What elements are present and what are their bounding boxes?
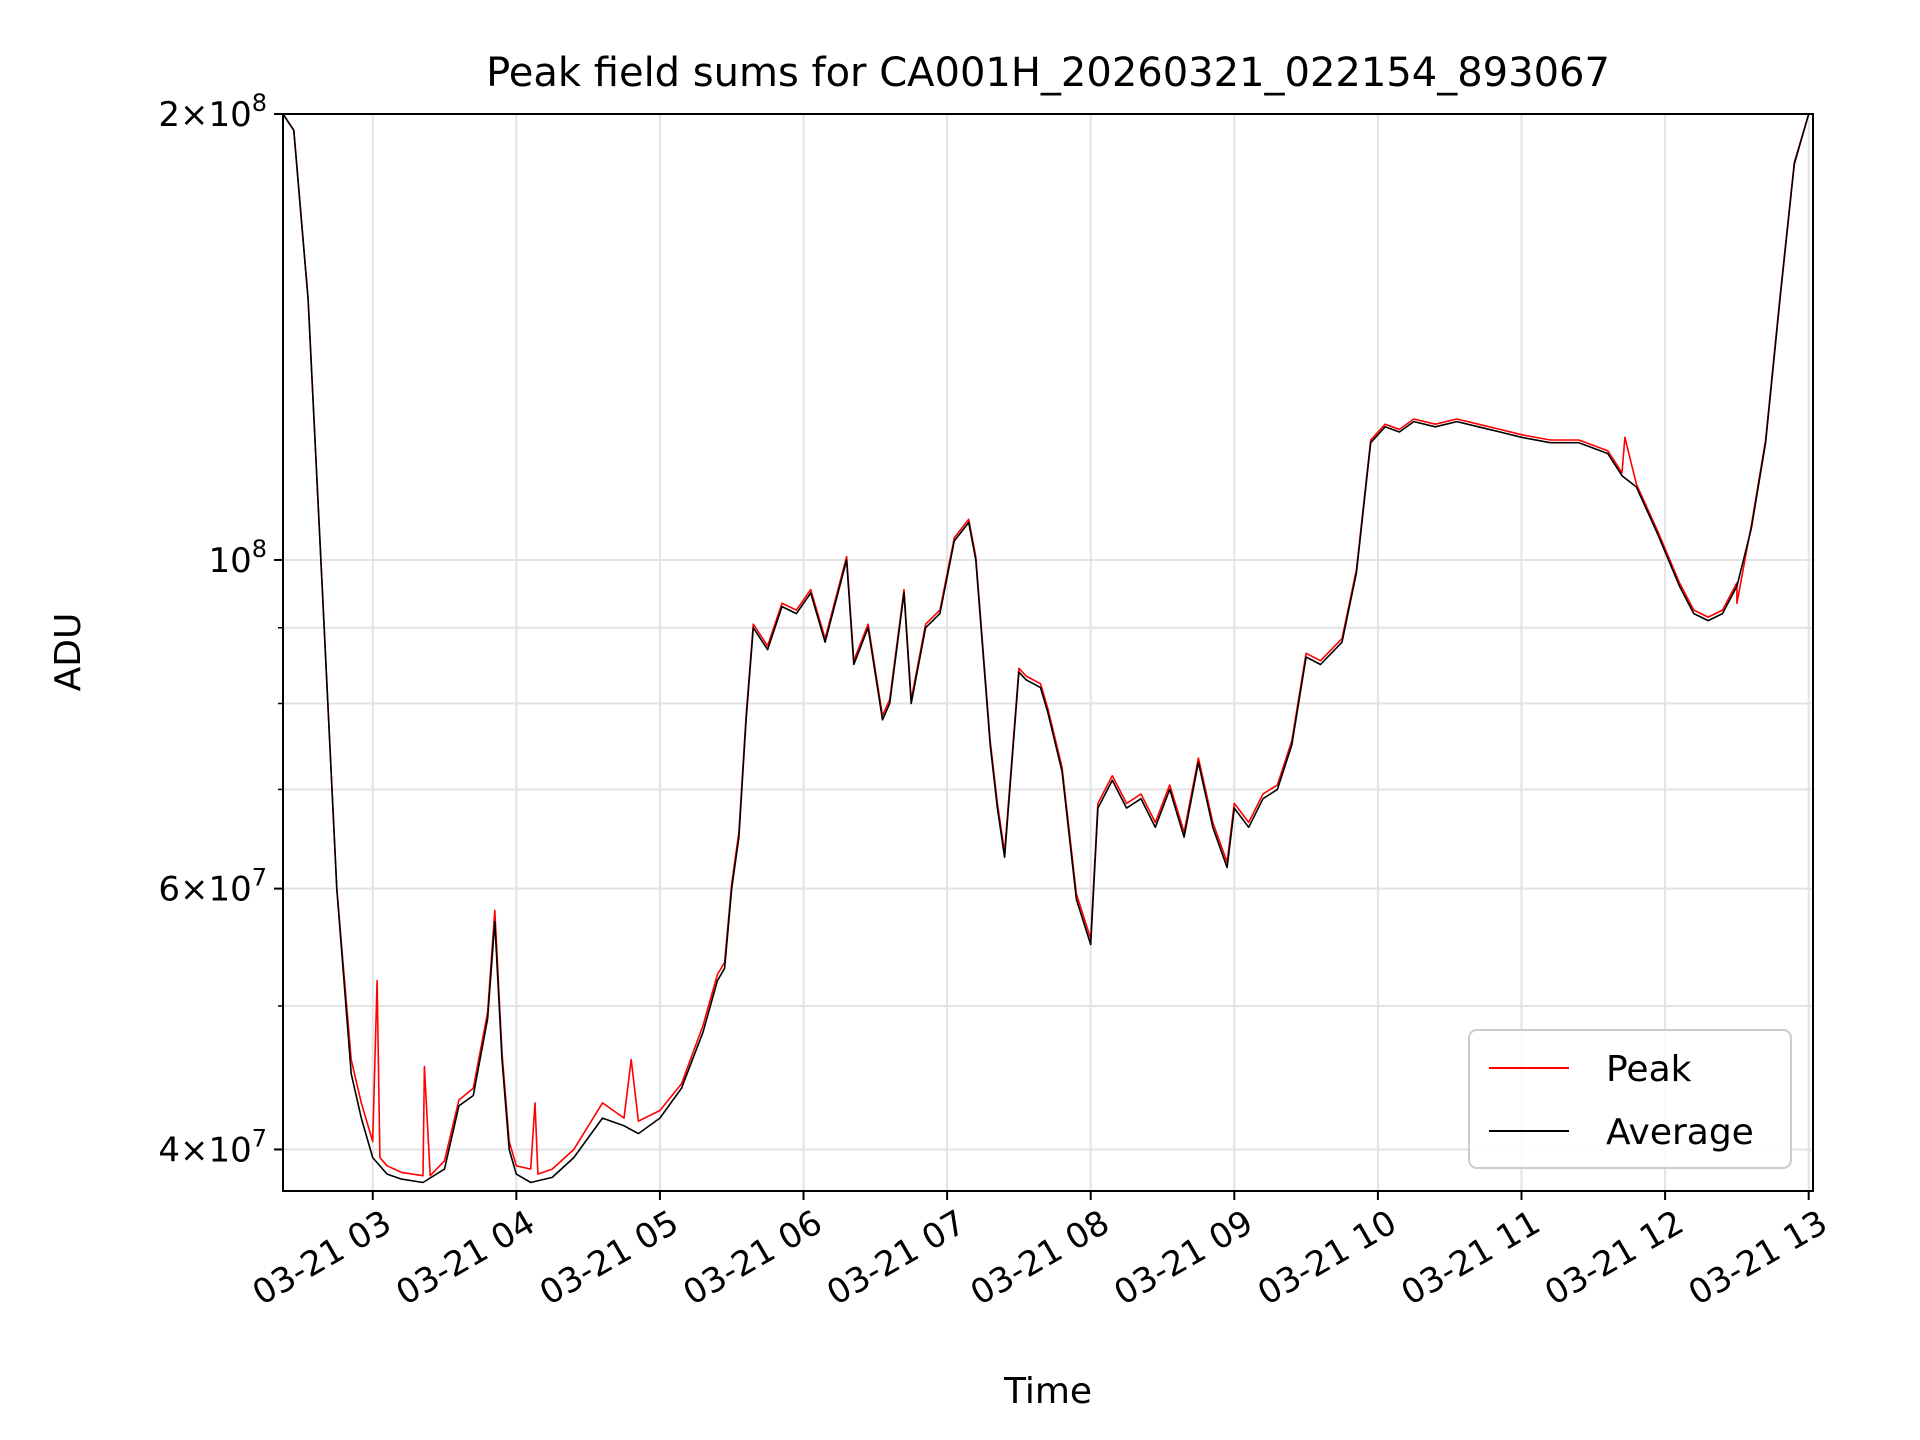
legend-box: [1468, 1029, 1792, 1169]
y-axis-label: ADU: [48, 613, 89, 692]
y-tick-label: 2×108: [158, 89, 267, 135]
y-tick-label: 4×107: [158, 1124, 267, 1170]
y-tick-label: 108: [208, 535, 267, 581]
grid: [283, 113, 1813, 1191]
series-lines: [283, 114, 1813, 1184]
legend-label-peak: Peak: [1606, 1049, 1692, 1090]
series-line-average: [283, 114, 1813, 1184]
chart-title: Peak field sums for CA001H_20260321_0221…: [486, 50, 1610, 96]
plot-area-frame: [282, 113, 1814, 1192]
y-tick-label: 6×107: [158, 864, 267, 910]
legend: Peak Average: [1468, 1029, 1792, 1169]
x-axis-label: Time: [1003, 1371, 1092, 1412]
y-axis-ticks: 4×107 6×107 108 2×108: [158, 89, 283, 1170]
legend-label-average: Average: [1606, 1112, 1754, 1153]
